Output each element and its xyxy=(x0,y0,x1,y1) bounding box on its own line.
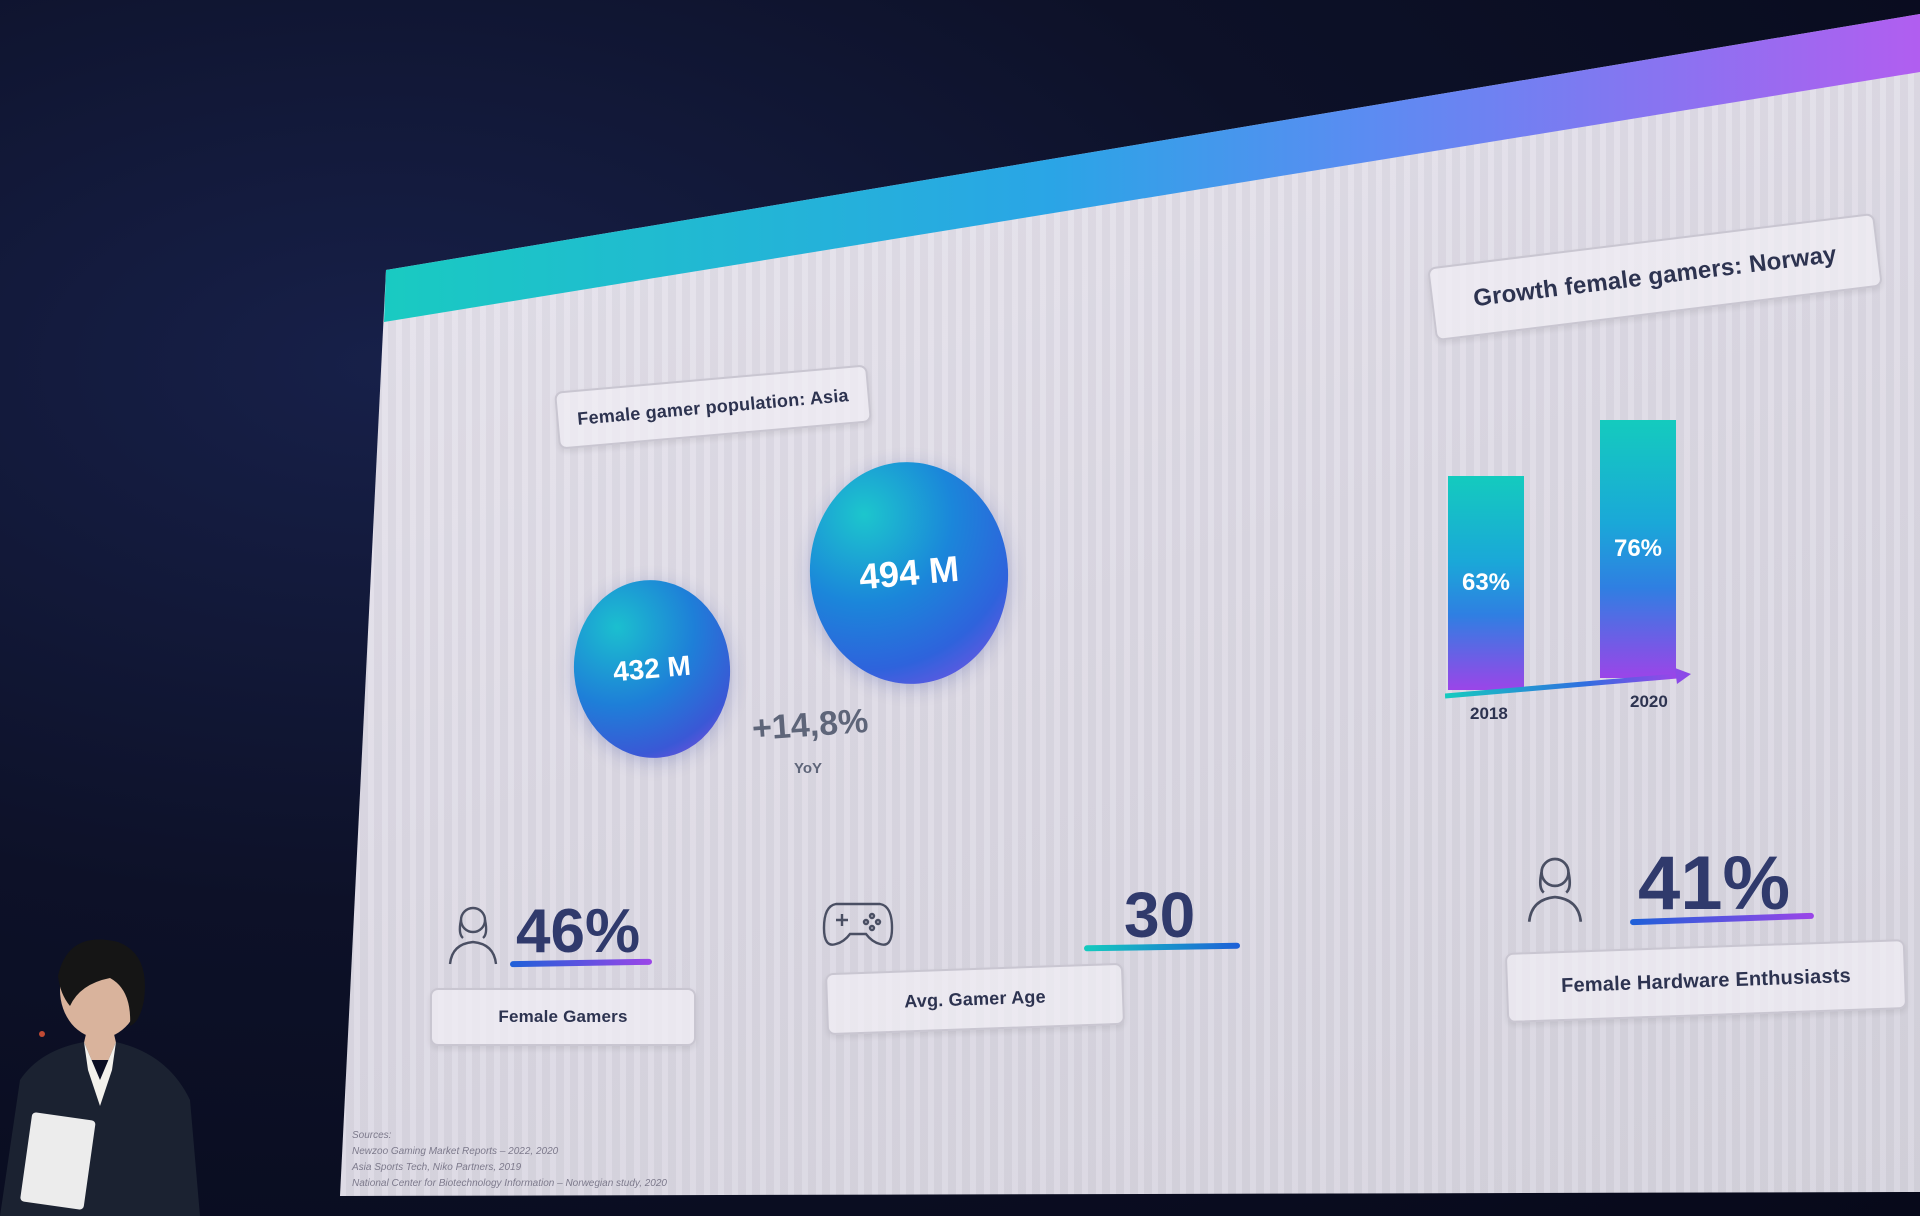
sources-line: Newzoo Gaming Market Reports – 2022, 202… xyxy=(352,1146,559,1157)
sources-heading: Sources: xyxy=(352,1130,392,1141)
stat-hardware-value: 41% xyxy=(1638,841,1791,926)
stat-hardware-label: Female Hardware Enthusiasts xyxy=(1504,939,1908,1023)
asia-panel-title-text: Female gamer population: Asia xyxy=(576,384,850,429)
chart-tick-2018: 2018 xyxy=(1470,704,1508,723)
stat-female-gamers-value: 46% xyxy=(516,897,641,966)
chart-bar-2020-value: 76% xyxy=(1613,534,1663,562)
sources-block: Sources: Newzoo Gaming Market Reports – … xyxy=(352,1128,667,1192)
chart-bar-2020: 76% xyxy=(1600,419,1676,678)
bubble-2020-label: 494 M xyxy=(857,547,961,598)
bubble-2018-label: 432 M xyxy=(611,649,693,688)
chart-bar-2018: 63% xyxy=(1448,475,1524,690)
stat-female-gamers-label-text: Female Gamers xyxy=(498,1007,628,1026)
chart-bar-2018-value: 63% xyxy=(1461,568,1511,596)
chart-axis-arrow xyxy=(1445,668,1691,699)
female-person-icon xyxy=(1527,857,1583,922)
stat-hardware-label-text: Female Hardware Enthusiasts xyxy=(1560,964,1852,997)
sources-line: Asia Sports Tech, Niko Partners, 2019 xyxy=(352,1162,522,1173)
stat-gamer-age-label-text: Avg. Gamer Age xyxy=(903,986,1047,1011)
stat-female-gamers-label: Female Gamers xyxy=(430,988,696,1046)
chart-tick-2020: 2020 xyxy=(1630,692,1668,711)
projected-slide: Female gamer population: Asia 432 M 494 … xyxy=(340,0,1920,1200)
female-person-icon xyxy=(448,906,498,965)
stat-gamer-age-value: 30 xyxy=(1124,879,1196,951)
sources-line: National Center for Biotechnology Inform… xyxy=(352,1178,667,1189)
growth-label: YoY xyxy=(794,760,823,777)
gamepad-icon xyxy=(822,902,894,946)
growth-value: +14,8% xyxy=(750,701,870,749)
speaker-figure xyxy=(0,939,200,1216)
stat-gamer-age-label: Avg. Gamer Age xyxy=(825,962,1125,1036)
